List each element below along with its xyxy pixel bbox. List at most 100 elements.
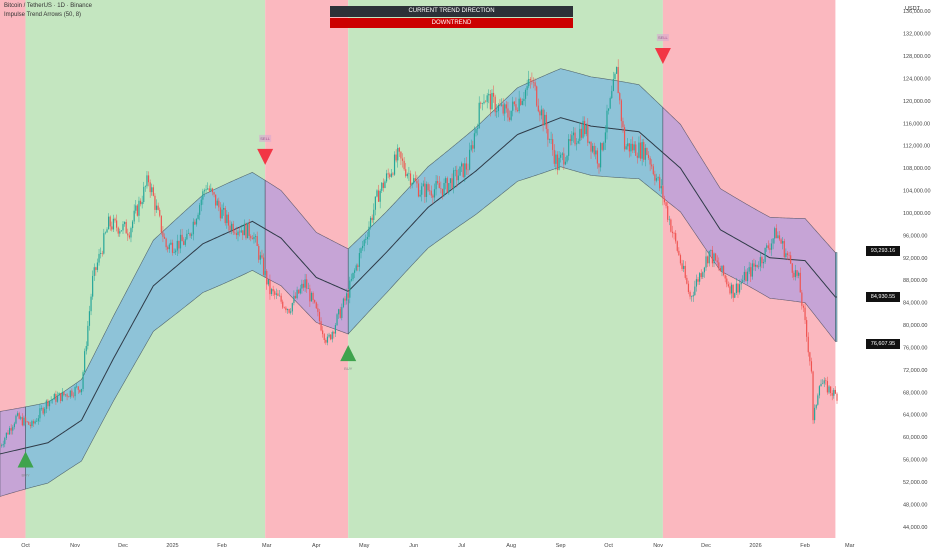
candle xyxy=(627,137,629,150)
candle xyxy=(477,123,479,136)
candle xyxy=(446,176,448,194)
candle xyxy=(569,134,571,146)
candle xyxy=(135,199,137,214)
candle xyxy=(542,108,544,132)
candle xyxy=(87,320,89,350)
candle xyxy=(469,142,471,171)
candle xyxy=(443,178,445,197)
candle xyxy=(245,222,247,241)
candle xyxy=(342,297,345,309)
candle xyxy=(631,136,634,154)
candle xyxy=(665,201,667,209)
candle xyxy=(176,234,178,257)
y-tick-label: 44,000.00 xyxy=(903,525,927,531)
candle xyxy=(488,89,490,104)
candle xyxy=(0,443,3,448)
candle xyxy=(762,259,765,269)
candle xyxy=(558,151,560,171)
candle xyxy=(643,138,645,163)
candle xyxy=(713,252,715,268)
candle xyxy=(2,440,4,448)
buy-arrow-icon xyxy=(17,451,34,468)
candle xyxy=(52,398,54,404)
price-tag: 93,293.16 xyxy=(866,245,900,256)
x-tick-label: Sep xyxy=(556,543,566,549)
candle xyxy=(732,284,734,302)
candle xyxy=(36,418,38,422)
candle xyxy=(95,266,97,276)
candle xyxy=(42,406,44,416)
candle xyxy=(623,124,626,152)
candle xyxy=(804,302,806,324)
candle xyxy=(449,178,452,190)
candle xyxy=(433,183,436,202)
candle xyxy=(531,72,533,85)
candle xyxy=(801,289,803,310)
y-tick-label: 120,000.00 xyxy=(903,99,931,105)
candle xyxy=(735,277,737,296)
candle xyxy=(512,96,514,117)
candle xyxy=(448,182,450,195)
candle xyxy=(673,231,675,240)
candle xyxy=(630,139,632,157)
candle xyxy=(21,413,23,427)
candle xyxy=(831,390,833,401)
candle xyxy=(502,98,504,116)
candle xyxy=(112,214,115,233)
candles xyxy=(0,59,838,448)
candle xyxy=(211,187,214,196)
candle xyxy=(794,264,797,281)
candle xyxy=(628,143,630,158)
candle xyxy=(430,185,432,198)
candle xyxy=(780,238,782,244)
candle xyxy=(368,221,370,240)
candle xyxy=(119,228,121,237)
candle xyxy=(694,280,696,296)
candle xyxy=(695,274,698,292)
candle xyxy=(13,421,15,430)
candle xyxy=(742,275,744,284)
candle xyxy=(278,290,281,297)
candle xyxy=(344,296,346,306)
candle xyxy=(603,141,605,152)
candle xyxy=(561,152,563,161)
candle xyxy=(203,188,206,197)
candle xyxy=(416,174,418,188)
candle xyxy=(127,228,129,241)
candle xyxy=(646,147,648,156)
candle xyxy=(587,118,589,147)
candle xyxy=(382,178,384,192)
candle xyxy=(291,302,293,315)
price-tag: 76,607.95 xyxy=(866,339,900,350)
candle xyxy=(406,172,408,179)
candle xyxy=(737,283,739,298)
candle xyxy=(547,123,549,147)
candle xyxy=(29,421,31,429)
candle xyxy=(521,98,523,106)
candle xyxy=(55,390,57,405)
candle xyxy=(652,163,654,176)
candle xyxy=(588,141,591,145)
candle xyxy=(606,104,608,140)
candle xyxy=(769,243,771,254)
candle xyxy=(427,182,429,192)
candle xyxy=(691,295,693,302)
candle xyxy=(432,193,434,204)
candle xyxy=(515,97,517,113)
candle xyxy=(275,288,277,300)
candle xyxy=(791,263,793,278)
candle xyxy=(715,252,717,262)
candle xyxy=(261,249,263,259)
candle xyxy=(328,332,330,339)
candle xyxy=(79,389,81,394)
candle xyxy=(60,392,62,404)
candle xyxy=(564,157,567,166)
candle xyxy=(317,303,319,317)
candle xyxy=(659,174,661,192)
candle xyxy=(251,235,253,240)
candle xyxy=(31,419,33,428)
candle xyxy=(384,179,386,189)
candle xyxy=(215,194,217,209)
y-tick-label: 72,000.00 xyxy=(903,368,927,374)
